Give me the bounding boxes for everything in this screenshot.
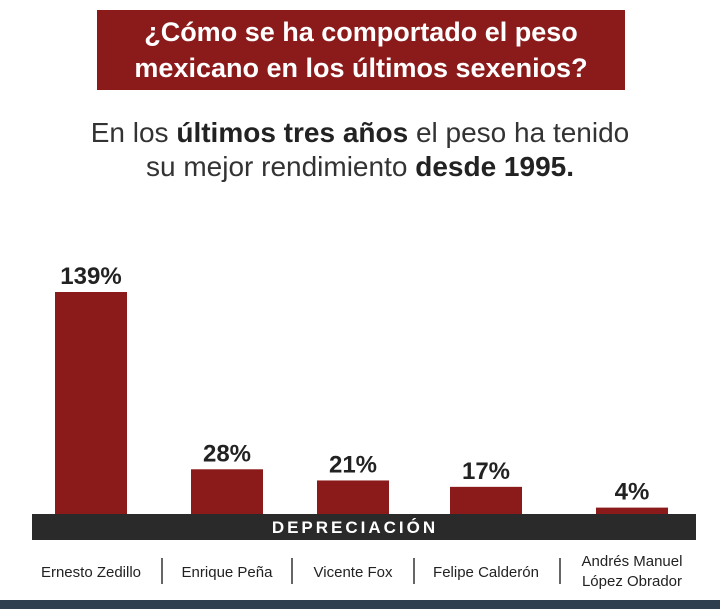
data-label-5: 4% bbox=[615, 479, 650, 506]
title-banner: ¿Cómo se ha comportado el peso mexicano … bbox=[97, 10, 625, 90]
bottom-strip bbox=[0, 600, 720, 609]
bar-5 bbox=[596, 507, 668, 514]
subtitle-line-2: su mejor rendimiento desde 1995. bbox=[40, 150, 680, 184]
data-label-2: 28% bbox=[203, 440, 251, 467]
category-label-5-line-2: López Obrador bbox=[582, 573, 682, 590]
bar-3 bbox=[317, 480, 389, 514]
x-axis-label: DEPRECIACIÓN bbox=[272, 518, 438, 537]
title-line-2: mexicano en los últimos sexenios? bbox=[134, 53, 588, 83]
subtitle-text: En los bbox=[90, 117, 177, 148]
subtitle-text: su mejor rendimiento bbox=[145, 151, 416, 182]
data-label-4: 17% bbox=[462, 458, 510, 485]
subtitle-bold-text: últimos tres años bbox=[176, 117, 409, 148]
category-label-5-line-1: Andrés Manuel bbox=[582, 553, 683, 570]
subtitle-text: el peso ha tenido bbox=[408, 117, 630, 148]
subtitle-bold-text: desde 1995. bbox=[415, 151, 574, 182]
subtitle-line-1: En los últimos tres años el peso ha teni… bbox=[40, 116, 680, 150]
category-label-2: Enrique Peña bbox=[182, 564, 274, 581]
bar-4 bbox=[450, 486, 522, 514]
category-label-1: Ernesto Zedillo bbox=[41, 564, 141, 581]
data-label-1: 139% bbox=[60, 263, 121, 290]
axis-band bbox=[32, 514, 696, 540]
bar-1 bbox=[55, 292, 127, 514]
category-label-3: Vicente Fox bbox=[314, 564, 393, 581]
category-label-4: Felipe Calderón bbox=[433, 564, 539, 581]
title-line-1: ¿Cómo se ha comportado el peso bbox=[144, 17, 578, 47]
bar-2 bbox=[191, 469, 263, 514]
subtitle: En los últimos tres años el peso ha teni… bbox=[40, 116, 680, 184]
data-label-3: 21% bbox=[329, 451, 377, 478]
